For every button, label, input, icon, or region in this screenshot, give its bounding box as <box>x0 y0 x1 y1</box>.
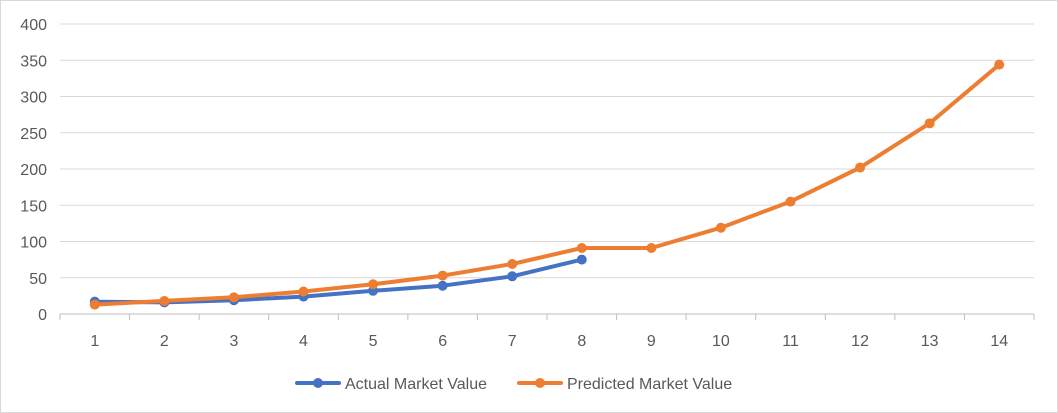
data-point-predicted-market-value-6 <box>437 270 448 281</box>
data-point-predicted-market-value-13 <box>924 118 935 129</box>
legend-swatch-marker <box>313 378 323 388</box>
data-point-predicted-market-value-7 <box>507 258 518 269</box>
data-point-predicted-market-value-8 <box>576 243 587 254</box>
data-point-actual-market-value-6 <box>437 280 448 291</box>
data-point-actual-market-value-8 <box>576 254 587 265</box>
legend: Actual Market Value Predicted Market Valu… <box>295 376 732 393</box>
data-point-predicted-market-value-1 <box>89 299 100 310</box>
data-point-predicted-market-value-12 <box>855 162 866 173</box>
data-point-predicted-market-value-4 <box>298 286 309 297</box>
y-axis-tick-labels: 0 50 100 150 200 250 300 350 400 <box>20 17 47 324</box>
x-tick-label-12: 12 <box>851 333 869 350</box>
x-tick-label-5: 5 <box>369 333 378 350</box>
series-line-predicted-market-value <box>92 62 1002 307</box>
x-tick-label-2: 2 <box>160 333 169 350</box>
x-tick-label-7: 7 <box>508 333 517 350</box>
x-tick-label-3: 3 <box>229 333 238 350</box>
y-tick-label-400: 400 <box>20 17 47 34</box>
y-tick-label-50: 50 <box>29 271 47 288</box>
x-tick-label-8: 8 <box>577 333 586 350</box>
legend-label: Actual Market Value <box>345 376 487 393</box>
data-point-predicted-market-value-2 <box>159 295 170 306</box>
x-tick-label-14: 14 <box>990 333 1008 350</box>
y-tick-label-200: 200 <box>20 162 47 179</box>
y-tick-label-150: 150 <box>20 198 47 215</box>
y-tick-label-300: 300 <box>20 90 47 107</box>
data-point-predicted-market-value-3 <box>228 292 239 303</box>
y-tick-label-350: 350 <box>20 53 47 70</box>
y-tick-label-0: 0 <box>38 307 47 324</box>
legend-swatch-marker <box>535 378 545 388</box>
y-tick-label-250: 250 <box>20 126 47 143</box>
legend-item-predicted-market-value: Predicted Market Value <box>517 376 732 393</box>
data-point-predicted-market-value-14 <box>994 59 1005 70</box>
legend-label: Predicted Market Value <box>567 376 732 393</box>
x-axis <box>59 313 1035 320</box>
x-tick-label-10: 10 <box>712 333 730 350</box>
x-axis-tick-labels: 1 2 3 4 5 6 7 8 9 10 11 12 13 14 <box>90 333 1008 350</box>
x-tick-label-6: 6 <box>438 333 447 350</box>
legend-item-actual-market-value: Actual Market Value <box>295 376 487 393</box>
series-predicted-market-value <box>89 59 1005 310</box>
data-point-actual-market-value-7 <box>507 271 518 282</box>
data-point-predicted-market-value-10 <box>715 222 726 233</box>
x-tick-label-4: 4 <box>299 333 308 350</box>
gridlines <box>60 23 1034 279</box>
series-lines <box>89 59 1005 310</box>
x-tick-label-11: 11 <box>782 333 799 350</box>
y-tick-label-100: 100 <box>20 235 47 252</box>
data-point-predicted-market-value-9 <box>646 243 657 254</box>
x-tick-label-1: 1 <box>90 333 99 350</box>
data-point-predicted-market-value-5 <box>368 279 379 290</box>
data-point-predicted-market-value-11 <box>785 196 796 207</box>
x-tick-label-9: 9 <box>647 333 656 350</box>
x-tick-label-13: 13 <box>921 333 939 350</box>
